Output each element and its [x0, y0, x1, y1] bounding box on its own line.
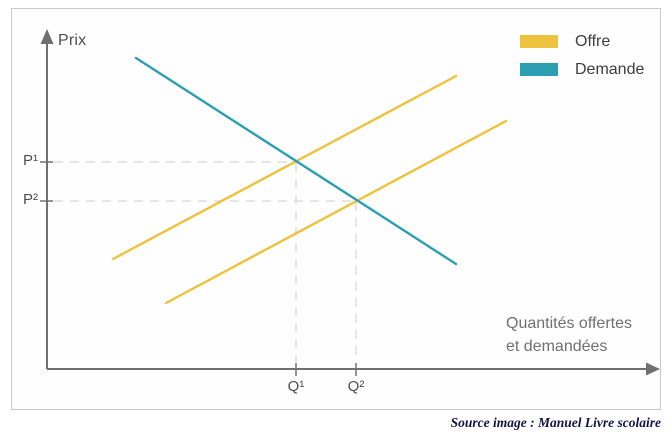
- legend: Offre Demande: [520, 33, 644, 89]
- source-caption: Source image : Manuel Livre scolaire: [450, 415, 661, 430]
- legend-label-demande: Demande: [575, 61, 645, 78]
- p1-price-label: P¹: [23, 152, 38, 169]
- supply-line-initial: [111, 74, 458, 261]
- legend-item-demande: Demande: [520, 61, 644, 79]
- q2-quantity-label: Q²: [347, 378, 365, 395]
- legend-item-offre: Offre: [520, 33, 644, 51]
- supply-demand-diagram-panel: Prix P¹ P² Q¹ Q² Quantités offertes et d…: [11, 8, 661, 410]
- plot-canvas: [40, 29, 660, 376]
- offre-color-swatch: [520, 35, 558, 48]
- p2-price-label: P²: [23, 191, 38, 208]
- supply-line-shifted: [164, 119, 508, 305]
- q1-quantity-label: Q¹: [287, 378, 305, 395]
- demand-line: [134, 56, 458, 266]
- y-axis-label: Prix: [58, 32, 87, 49]
- x-axis-arrow-icon: [646, 362, 660, 376]
- y-axis-arrow-icon: [40, 29, 54, 44]
- x-axis-label: Quantités offertes et demandées: [506, 315, 632, 355]
- demande-color-swatch: [520, 63, 558, 76]
- legend-label-offre: Offre: [575, 33, 611, 50]
